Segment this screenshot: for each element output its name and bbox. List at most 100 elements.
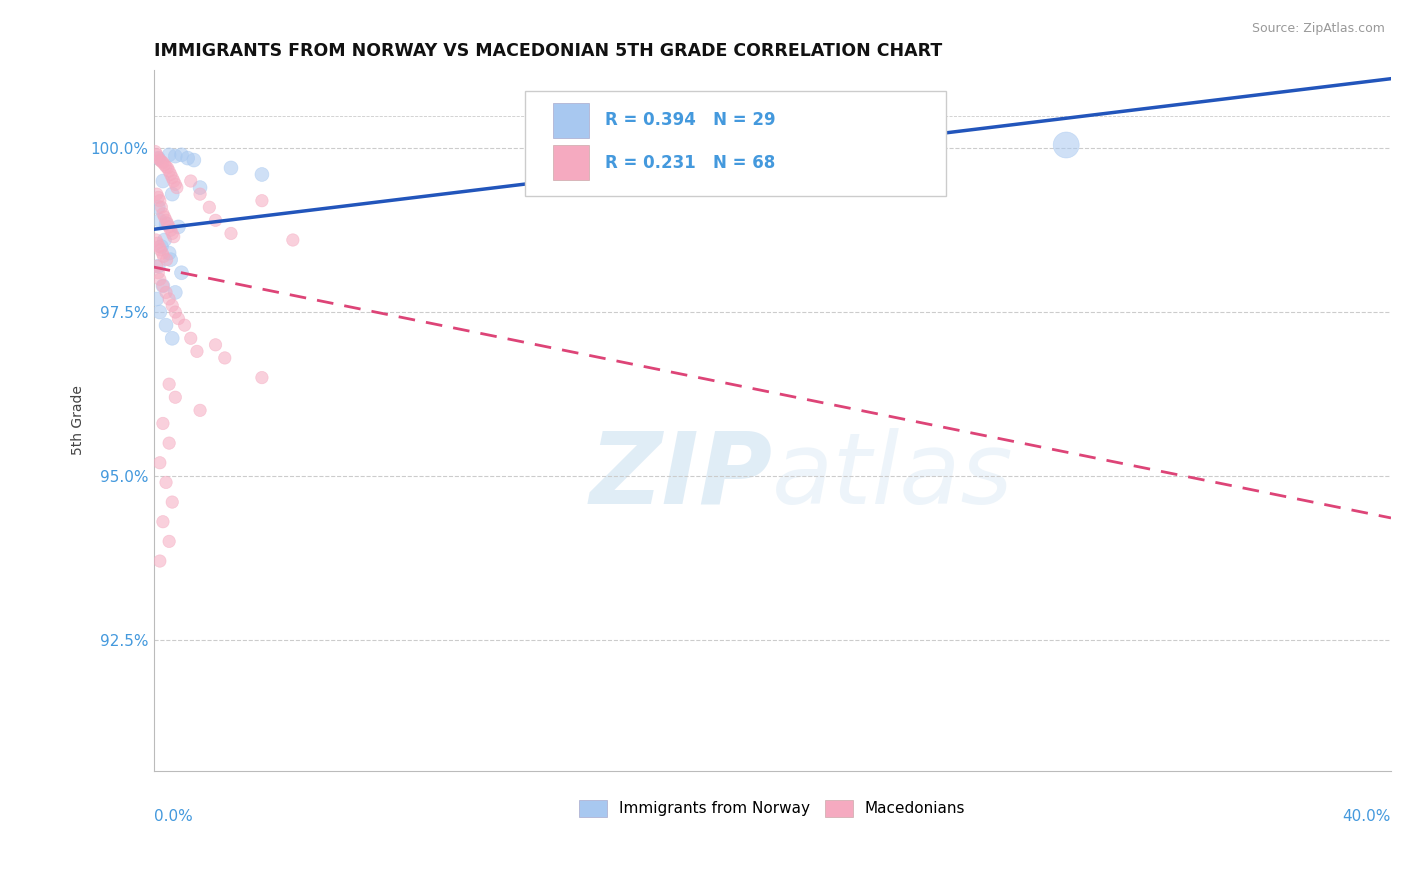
Point [157, 246, 180, 260]
Point [148, 266, 170, 280]
Point [155, 213, 177, 227]
Point [153, 233, 176, 247]
Point [156, 252, 179, 267]
Point [165, 149, 187, 163]
Point [157, 148, 180, 162]
Point [150, 239, 173, 253]
Point [146, 236, 169, 251]
Point [160, 227, 183, 241]
Point [167, 311, 190, 326]
Point [155, 160, 177, 174]
Y-axis label: 5th Grade: 5th Grade [72, 385, 86, 455]
Point [149, 456, 172, 470]
Point [165, 285, 187, 300]
Point [145, 187, 167, 202]
Point [160, 495, 183, 509]
Point [214, 351, 236, 365]
Point [157, 164, 180, 178]
Point [160, 331, 183, 345]
Text: 40.0%: 40.0% [1343, 809, 1391, 824]
Point [152, 207, 174, 221]
Point [156, 161, 179, 175]
Point [160, 299, 183, 313]
Point [157, 292, 180, 306]
Text: ZIP: ZIP [589, 428, 772, 524]
Text: R = 0.231   N = 68: R = 0.231 N = 68 [606, 153, 776, 171]
Point [156, 217, 179, 231]
Point [170, 148, 193, 162]
Point [250, 168, 273, 182]
Point [250, 194, 273, 208]
Point [145, 148, 167, 162]
Point [160, 170, 183, 185]
Point [148, 200, 170, 214]
Point [149, 554, 172, 568]
Point [219, 161, 242, 175]
Text: R = 0.394   N = 29: R = 0.394 N = 29 [606, 112, 776, 129]
Point [153, 158, 176, 172]
Point [163, 174, 186, 188]
Point [155, 475, 177, 490]
Point [176, 151, 198, 165]
Point [186, 344, 208, 359]
FancyBboxPatch shape [524, 91, 946, 196]
Point [157, 219, 180, 234]
Point [150, 154, 173, 169]
Point [149, 243, 172, 257]
FancyBboxPatch shape [554, 103, 589, 137]
Point [148, 239, 170, 253]
Point [170, 266, 193, 280]
Point [148, 151, 170, 165]
Legend: Immigrants from Norway, Macedonians: Immigrants from Norway, Macedonians [574, 794, 972, 822]
Point [152, 155, 174, 169]
Point [166, 180, 188, 194]
Point [155, 285, 177, 300]
Point [148, 259, 170, 273]
Point [180, 331, 202, 345]
Point [149, 305, 172, 319]
Point [152, 515, 174, 529]
Point [150, 246, 173, 260]
Point [167, 219, 190, 234]
Point [148, 151, 170, 165]
Point [143, 145, 166, 159]
Point [591, 141, 613, 155]
Point [165, 178, 187, 192]
Point [152, 278, 174, 293]
Point [157, 534, 180, 549]
Point [150, 200, 173, 214]
Point [1054, 138, 1077, 153]
Point [152, 278, 174, 293]
Point [281, 233, 304, 247]
Point [165, 390, 187, 404]
FancyBboxPatch shape [554, 145, 589, 179]
Text: 0.0%: 0.0% [153, 809, 193, 824]
Point [188, 403, 211, 417]
Point [152, 417, 174, 431]
Point [204, 213, 226, 227]
Point [250, 370, 273, 384]
Point [145, 259, 167, 273]
Point [145, 233, 167, 247]
Point [155, 217, 177, 231]
Point [173, 318, 195, 333]
Text: Source: ZipAtlas.com: Source: ZipAtlas.com [1251, 22, 1385, 36]
Point [149, 213, 172, 227]
Point [153, 210, 176, 224]
Point [152, 249, 174, 263]
Point [160, 187, 183, 202]
Point [157, 377, 180, 392]
Point [183, 153, 205, 167]
Point [219, 227, 242, 241]
Point [163, 229, 186, 244]
Point [159, 168, 181, 182]
Point [145, 292, 167, 306]
Point [180, 174, 202, 188]
Point [198, 200, 221, 214]
Point [157, 436, 180, 450]
Point [152, 174, 174, 188]
Point [149, 153, 172, 167]
Point [159, 252, 181, 267]
Point [149, 272, 172, 286]
Point [155, 318, 177, 333]
